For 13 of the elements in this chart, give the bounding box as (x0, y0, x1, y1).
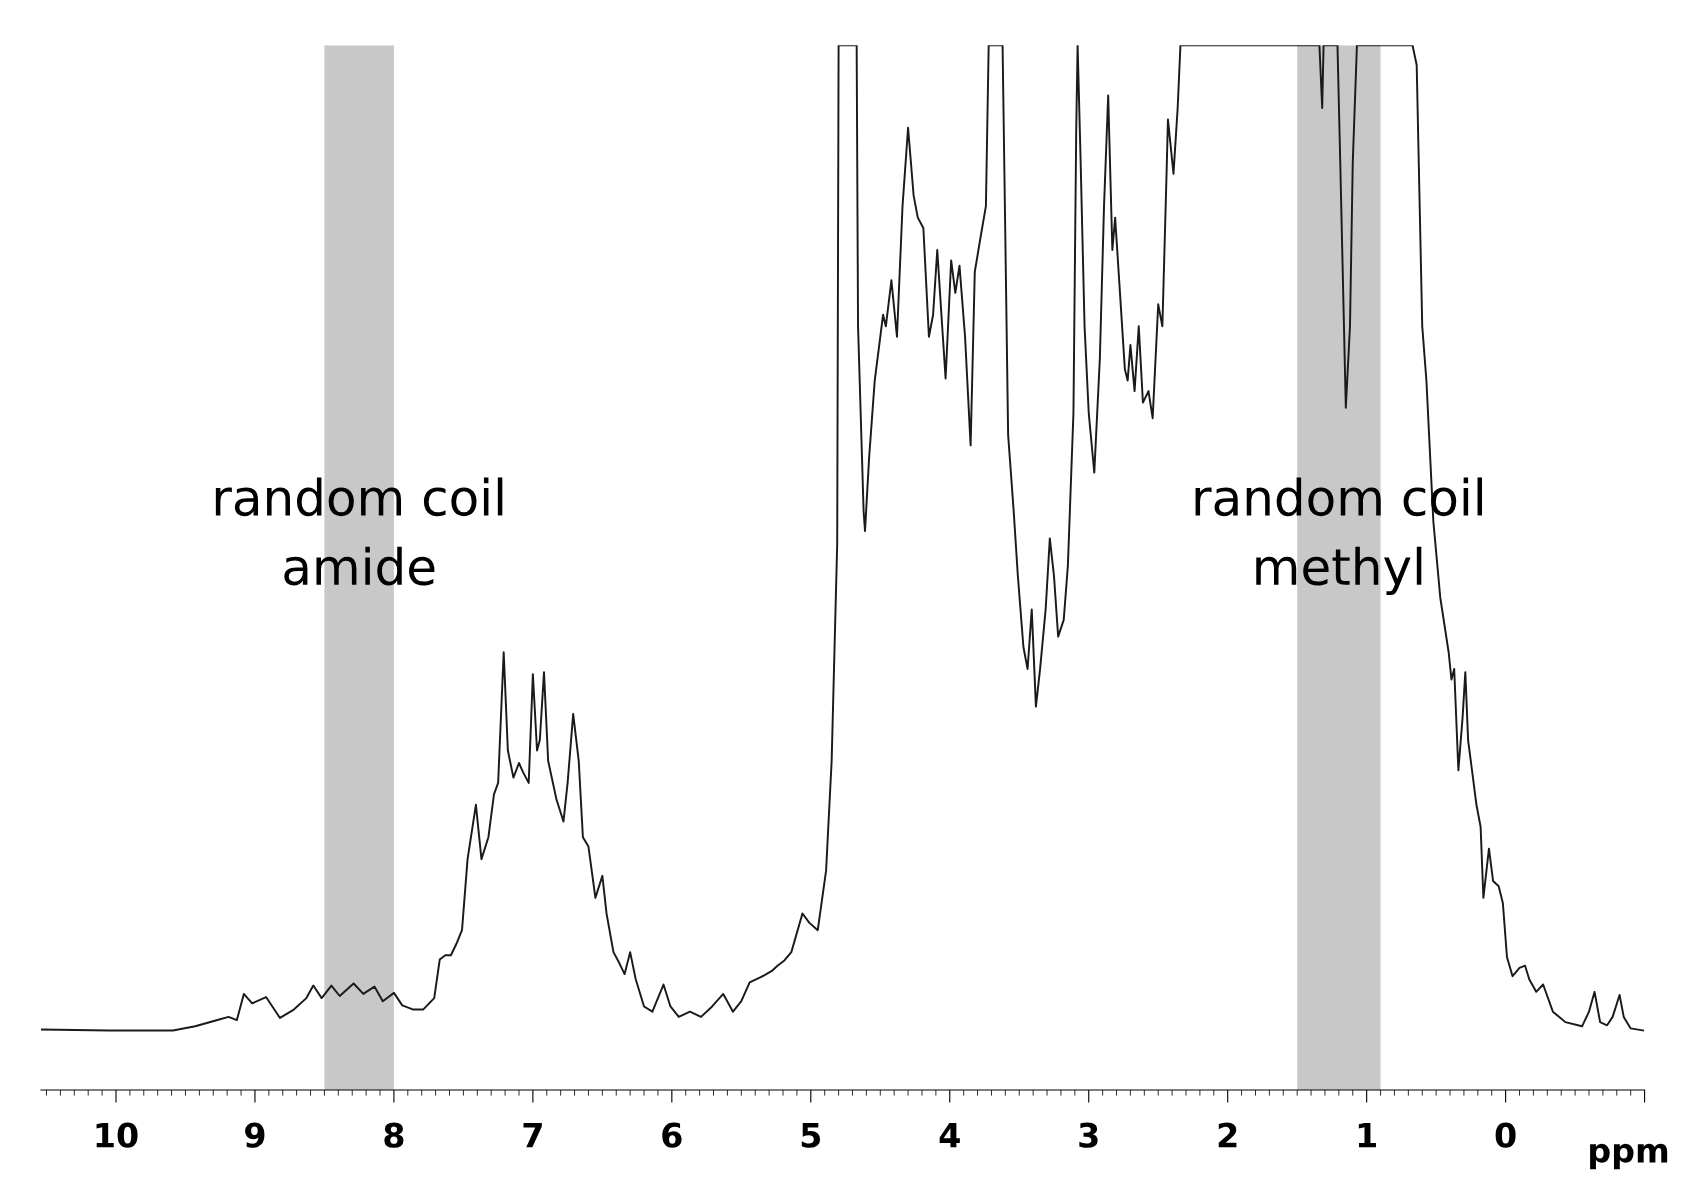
x-tick-label: 3 (1079, 1122, 1098, 1148)
x-tick-label: 1 (1358, 1123, 1376, 1148)
x-tick-label: 8 (384, 1122, 404, 1148)
band-label: random coil amide (215, 477, 503, 586)
x-axis-title: ppm (1590, 1143, 1668, 1170)
x-tick-label: 5 (801, 1123, 821, 1148)
x-tick-label: 10 (96, 1122, 138, 1148)
x-tick-label: 0 (1495, 1122, 1516, 1148)
x-tick-label: 6 (662, 1122, 682, 1148)
x-tick-label: 7 (523, 1123, 542, 1148)
x-tick-label: 9 (245, 1122, 265, 1148)
x-tick-label: 4 (939, 1123, 960, 1148)
x-tick-label: 2 (1218, 1122, 1237, 1148)
